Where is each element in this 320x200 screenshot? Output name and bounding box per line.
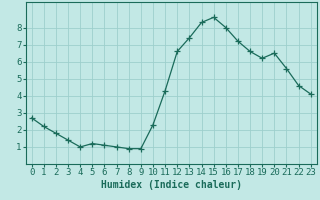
X-axis label: Humidex (Indice chaleur): Humidex (Indice chaleur) — [101, 180, 242, 190]
